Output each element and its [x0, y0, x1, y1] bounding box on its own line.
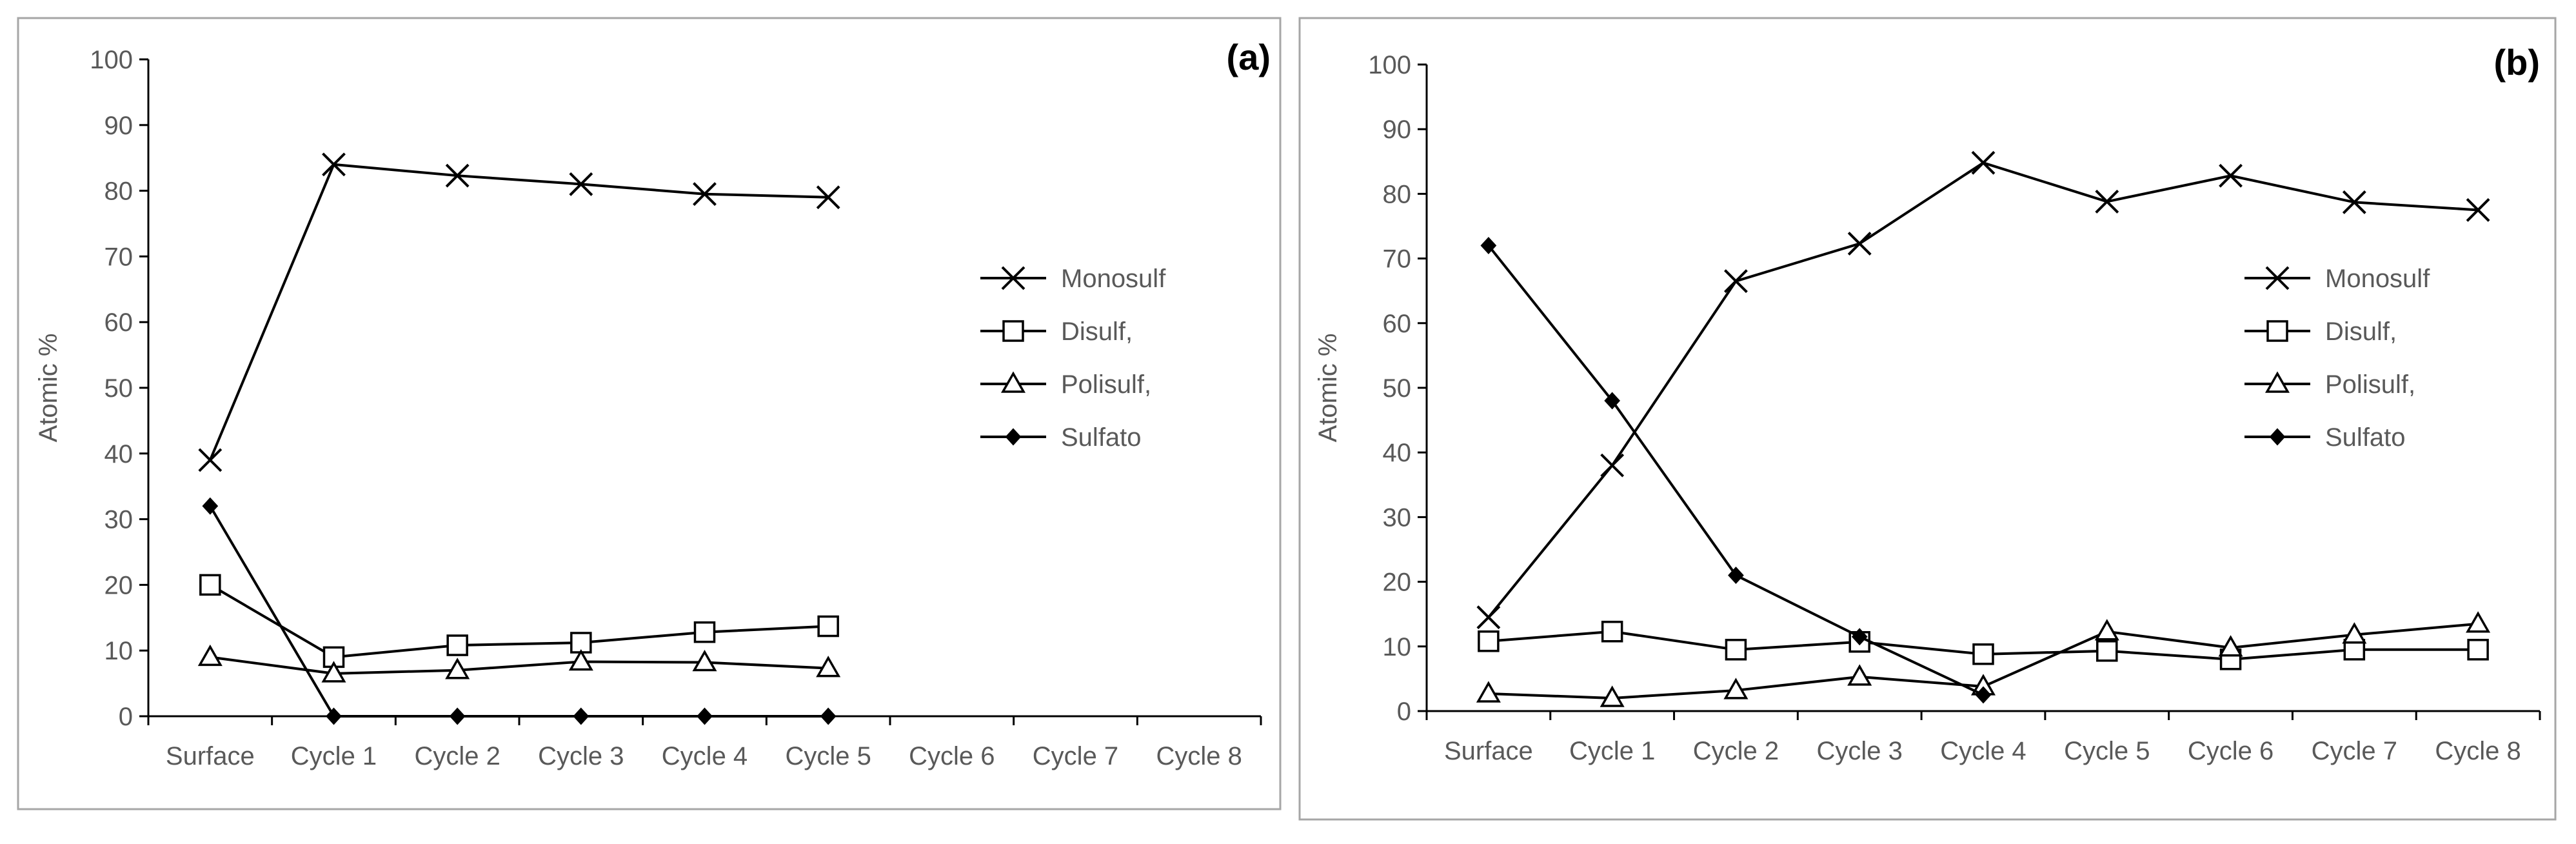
x-tick-label-cycle-1: Cycle 1: [1569, 737, 1655, 765]
x-tick-label-cycle-5: Cycle 5: [2064, 737, 2150, 765]
data-point-sulfato: [327, 708, 341, 724]
y-tick-label: 70: [1383, 245, 1412, 274]
legend-label-monosulf: Monosulf: [2325, 265, 2430, 293]
x-tick-label-cycle-6: Cycle 6: [909, 742, 995, 770]
data-point-monosulf: [1725, 270, 1747, 292]
series-line-monosulf: [210, 165, 828, 460]
x-tick-label-cycle-1: Cycle 1: [291, 742, 377, 770]
y-tick-label: 100: [1368, 51, 1411, 79]
data-point-polisulf: [200, 647, 221, 665]
data-point-sulfato: [821, 708, 835, 724]
x-tick-label-cycle-4: Cycle 4: [1940, 737, 2026, 765]
data-point-monosulf: [199, 449, 221, 471]
x-tick-label-cycle-4: Cycle 4: [662, 742, 748, 770]
y-tick-label: 80: [1383, 180, 1412, 208]
x-tick-label-cycle-7: Cycle 7: [1033, 742, 1118, 770]
legend-label-monosulf: Monosulf: [1061, 265, 1166, 293]
data-point-sulfato: [203, 498, 217, 514]
legend-marker-sulfato: [2270, 429, 2284, 445]
data-point-polisulf: [1478, 683, 1499, 701]
y-axis-title: Atomic %: [1314, 334, 1342, 443]
legend-marker-disulf: [1004, 321, 1023, 341]
x-tick-label-cycle-6: Cycle 6: [2188, 737, 2274, 765]
x-tick-label-cycle-5: Cycle 5: [785, 742, 871, 770]
data-point-sulfato: [574, 708, 588, 724]
chart-frame: [18, 18, 1280, 809]
legend-label-disulf: Disulf,: [2325, 317, 2397, 346]
legend-marker-sulfato: [1006, 429, 1020, 445]
chart-panel-a: 0 10 20 30 40 50 60 70 80 90 100 Surface Cycle 1 Cycl…: [18, 18, 1280, 809]
y-tick-label: 10: [104, 637, 134, 665]
x-tick-label-surface: Surface: [1444, 737, 1533, 765]
y-tick-label: 80: [104, 177, 134, 206]
data-point-sulfato: [450, 708, 464, 724]
chart-panel-b: 0 10 20 30 40 50 60 70 80 90 100 Surface Cycle 1 Cycl…: [1300, 18, 2555, 819]
legend-label-polisulf: Polisulf,: [2325, 370, 2415, 399]
data-point-disulf: [1726, 640, 1745, 659]
y-tick-label: 90: [104, 112, 134, 140]
y-tick-label: 50: [104, 374, 134, 403]
x-tick-label-cycle-8: Cycle 8: [2435, 737, 2521, 765]
y-tick-label: 30: [1383, 503, 1412, 532]
data-point-monosulf: [2220, 165, 2242, 186]
data-point-disulf: [201, 575, 220, 594]
series-line-sulfato: [210, 506, 828, 716]
data-point-disulf: [2468, 640, 2488, 659]
y-tick-label: 50: [1383, 374, 1412, 403]
data-point-polisulf: [1849, 667, 1870, 685]
x-tick-label-cycle-3: Cycle 3: [1817, 737, 1903, 765]
x-tick-label-cycle-7: Cycle 7: [2312, 737, 2397, 765]
data-point-disulf: [695, 623, 715, 642]
y-tick-label: 30: [104, 506, 134, 534]
y-tick-label: 70: [104, 243, 134, 271]
y-tick-label: 60: [1383, 310, 1412, 338]
x-tick-label-surface: Surface: [166, 742, 255, 770]
data-point-disulf: [1479, 632, 1498, 651]
y-tick-label: 20: [104, 571, 134, 599]
y-tick-label: 100: [90, 46, 133, 74]
legend-label-polisulf: Polisulf,: [1061, 370, 1151, 399]
y-tick-label: 40: [1383, 439, 1412, 467]
data-point-polisulf: [571, 652, 591, 670]
legend-label-disulf: Disulf,: [1061, 317, 1133, 346]
y-tick-label: 0: [1397, 698, 1411, 726]
legend-marker-disulf: [2268, 321, 2287, 341]
x-tick-label-cycle-3: Cycle 3: [538, 742, 624, 770]
x-tick-label-cycle-2: Cycle 2: [1693, 737, 1779, 765]
x-tick-label-cycle-2: Cycle 2: [414, 742, 500, 770]
y-tick-label: 0: [119, 703, 133, 731]
y-tick-label: 20: [1383, 568, 1412, 597]
y-tick-label: 90: [1383, 116, 1412, 144]
data-point-monosulf: [1601, 454, 1623, 476]
legend-label-sulfato: Sulfato: [2325, 423, 2406, 452]
y-tick-label: 10: [1383, 633, 1412, 661]
legend-label-sulfato: Sulfato: [1061, 423, 1142, 452]
series-line-disulf: [210, 585, 828, 657]
data-point-disulf: [818, 617, 838, 636]
data-point-sulfato: [698, 708, 712, 724]
data-point-disulf: [1603, 622, 1622, 641]
data-point-monosulf: [1848, 233, 1870, 255]
x-tick-label-cycle-8: Cycle 8: [1156, 742, 1242, 770]
data-point-disulf: [1974, 645, 1993, 664]
data-point-disulf: [2097, 641, 2117, 661]
data-point-monosulf: [2096, 190, 2118, 212]
panel-label-a: (a): [1227, 37, 1271, 77]
data-point-polisulf: [2468, 614, 2488, 632]
data-point-monosulf: [1478, 607, 1500, 628]
data-point-disulf: [448, 636, 467, 655]
series-line-sulfato: [1489, 246, 1983, 695]
data-point-monosulf: [1972, 152, 1994, 174]
figure: 0102030405060708090100Surface Cycle 1 Cycl…: [0, 0, 2576, 844]
y-tick-label: 40: [104, 440, 134, 468]
y-tick-label: 60: [104, 308, 134, 337]
data-point-polisulf: [2097, 621, 2117, 639]
y-axis-title: Atomic %: [34, 334, 63, 443]
panel-label-b: (b): [2493, 42, 2540, 83]
